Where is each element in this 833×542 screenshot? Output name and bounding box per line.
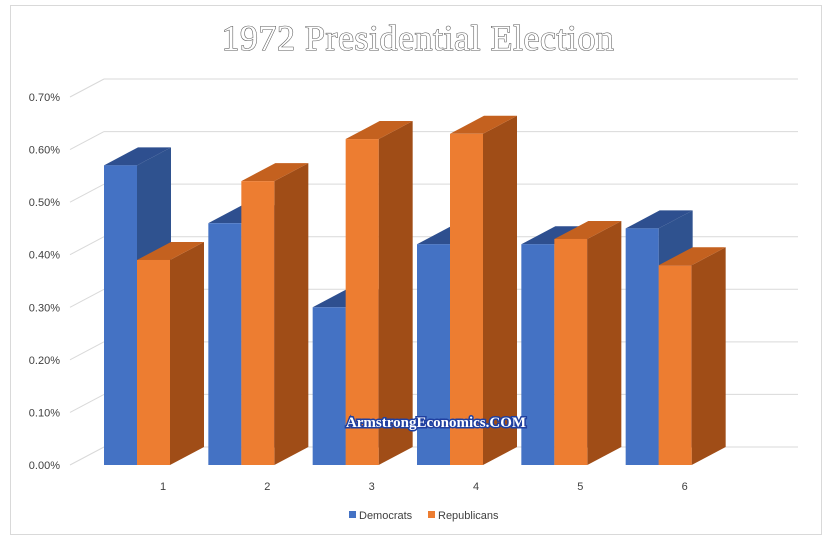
bar-republicans-2 [241,163,309,465]
bar-republicans-5 [554,220,622,465]
legend-item-republicans: Republicans [428,510,499,522]
bar-republicans-4 [450,115,517,466]
x-tick-label: 4 [473,481,479,493]
legend-swatch [428,511,435,518]
bars [104,115,726,466]
grid-line [69,131,798,151]
y-tick-label: 0.60% [29,145,60,157]
bar-republicans-6 [658,247,726,465]
grid-line [69,183,798,203]
x-tick-label: 3 [369,481,375,493]
y-tick-label: 0.50% [29,197,60,209]
x-tick-label: 2 [264,481,270,493]
legend-label: Democrats [359,510,413,522]
legend-label: Republicans [438,510,499,522]
y-tick-label: 0.10% [29,407,60,419]
bar-republicans-3 [345,121,413,466]
y-tick-label: 0.40% [29,250,60,262]
watermark: ArmstrongEconomics.COM [346,415,526,431]
legend-swatch [349,511,356,518]
y-tick-label: 0.70% [29,92,60,104]
legend: Democrats Republicans [349,510,499,522]
y-tick-label: 0.20% [29,355,60,367]
grid-line [69,78,798,98]
y-tick-label: 0.00% [29,460,60,472]
bar-republicans-1 [137,241,204,465]
x-tick-label: 5 [577,481,583,493]
x-tick-label: 1 [160,481,166,493]
legend-item-democrats: Democrats [349,510,413,522]
x-axis-ticks: 1 2 3 4 5 6 [160,481,688,493]
y-axis-ticks: 0.00% 0.10% 0.20% 0.30% 0.40% 0.50% 0.60% 0.70% [29,92,60,472]
chart-title: 1972 Presidential Election [222,18,615,58]
y-tick-label: 0.30% [29,302,60,314]
x-tick-label: 6 [682,481,688,493]
